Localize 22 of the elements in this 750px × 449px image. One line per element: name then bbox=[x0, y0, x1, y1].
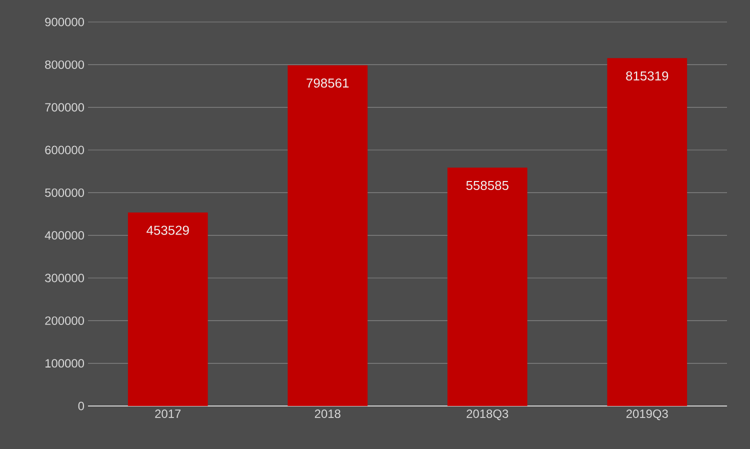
y-tick-label: 700000 bbox=[45, 103, 84, 112]
x-tick-label: 2018 bbox=[314, 410, 340, 418]
x-tick-label: 2017 bbox=[155, 410, 181, 418]
data-label: 453529 bbox=[146, 226, 189, 235]
bar bbox=[607, 58, 688, 406]
y-tick-label: 600000 bbox=[45, 146, 84, 154]
y-tick-label: 800000 bbox=[45, 60, 84, 69]
data-label: 798561 bbox=[306, 78, 349, 88]
y-tick-label: 200000 bbox=[45, 316, 84, 325]
bar bbox=[128, 212, 208, 406]
bar bbox=[447, 168, 528, 406]
y-tick-label: 100000 bbox=[45, 359, 84, 368]
bar bbox=[288, 65, 368, 406]
data-label: 815319 bbox=[626, 71, 668, 81]
y-tick-label: 0 bbox=[78, 402, 84, 410]
data-label: 558585 bbox=[466, 180, 508, 190]
y-tick-label: 500000 bbox=[45, 188, 84, 197]
y-tick-label: 300000 bbox=[45, 274, 84, 282]
x-tick-label: 2019Q3 bbox=[626, 410, 668, 420]
x-tick-label: 2018Q3 bbox=[466, 410, 508, 420]
y-tick-label: 900000 bbox=[45, 18, 84, 26]
y-tick-label: 400000 bbox=[44, 231, 84, 240]
